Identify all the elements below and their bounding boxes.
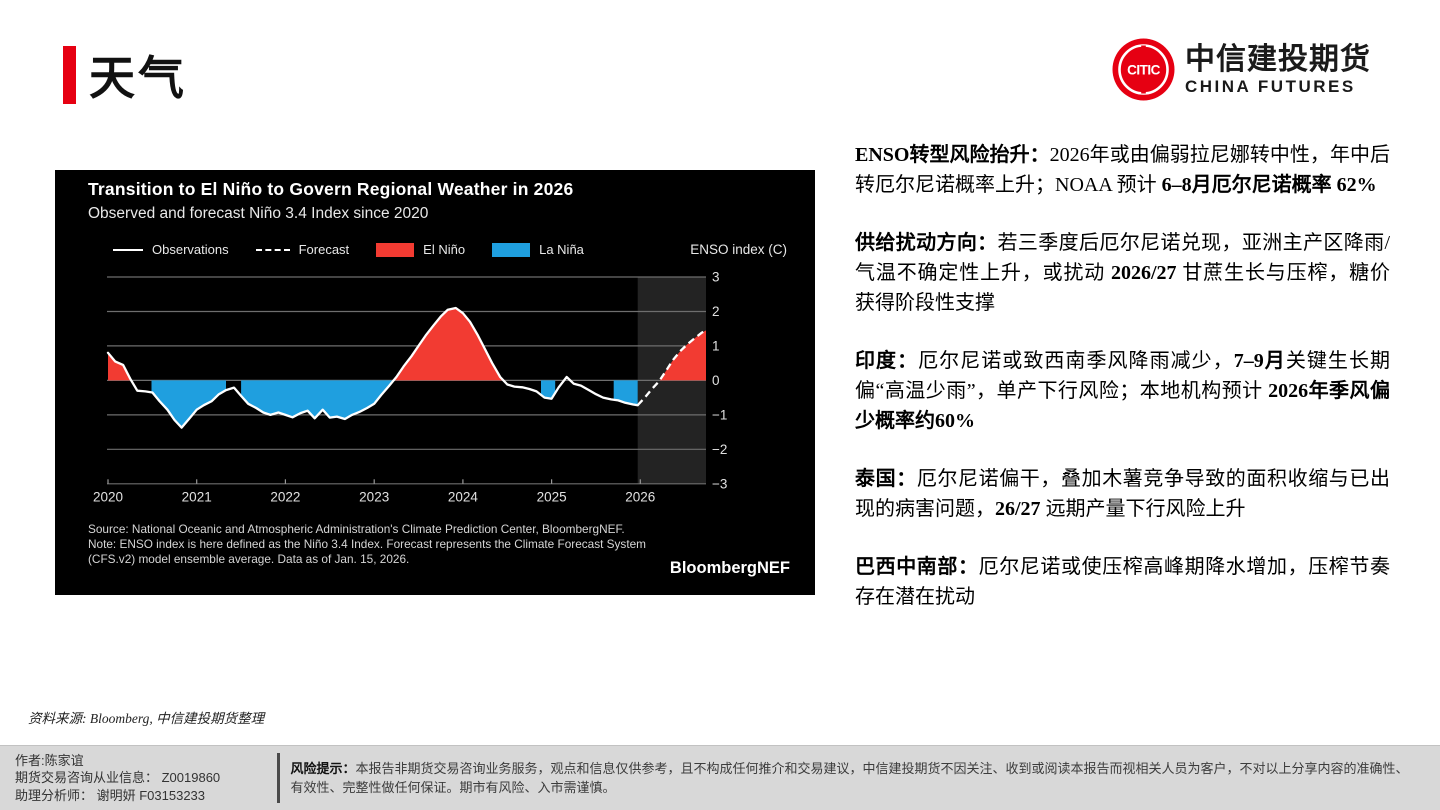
company-logo: CITIC 中信建投期货 CHINA FUTURES [1112, 38, 1371, 101]
footer-divider [277, 753, 280, 803]
svg-text:−1: −1 [712, 408, 727, 423]
chart-legend: Observations Forecast El Niño La Niña EN… [55, 242, 815, 257]
svg-text:0: 0 [712, 373, 720, 388]
y-axis-title: ENSO index (C) [690, 242, 787, 257]
la-nina-swatch-icon [492, 242, 531, 257]
chart-header: Transition to El Niño to Govern Regional… [88, 179, 573, 223]
analysis-paragraph: 巴西中南部：厄尔尼诺或使压榨高峰期降水增加，压榨节奏存在潜在扰动 [855, 556, 1391, 608]
svg-text:2020: 2020 [93, 489, 123, 504]
chart-source-line: Source: National Oceanic and Atmospheric… [88, 522, 625, 536]
legend-item-el-nino: El Niño [376, 242, 465, 257]
solid-line-swatch-icon [113, 248, 143, 251]
enso-chart-card: 2020 2021 2022 2023 2024 2025 2026 3 2 1 0 −1 −2 −3 T… [55, 170, 815, 595]
author-credential-line: 期货交易咨询从业信息： Z0019860 [15, 770, 221, 786]
legend-item-forecast: Forecast [255, 242, 350, 257]
chart-note-line: Note: ENSO index is here defined as the … [88, 537, 646, 567]
author-line: 作者:陈家谊 [15, 752, 84, 768]
chart-title: Transition to El Niño to Govern Regional… [88, 179, 574, 199]
svg-text:2021: 2021 [182, 489, 212, 504]
legend-label: Observations [152, 242, 229, 257]
chart-source-note: Source: National Oceanic and Atmospheric… [88, 522, 660, 568]
svg-text:2025: 2025 [537, 489, 567, 504]
analysis-paragraph: ENSO转型风险抬升：2026年或由偏弱拉尼娜转中性，年中后转厄尔尼诺概率上升；… [855, 144, 1391, 196]
footer-bar: 作者:陈家谊 期货交易咨询从业信息： Z0019860 助理分析师： 谢明妍 F… [0, 745, 1440, 810]
dashed-line-swatch-icon [255, 248, 290, 251]
logo-name-cn: 中信建投期货 [1185, 42, 1371, 76]
page-title: 天气 [89, 52, 187, 104]
chart-subtitle: Observed and forecast Niño 3.4 Index sin… [88, 205, 429, 222]
svg-text:2022: 2022 [270, 489, 300, 504]
logo-text: 中信建投期货 CHINA FUTURES [1185, 43, 1371, 97]
page-header: 天气 [63, 42, 187, 108]
svg-text:3: 3 [712, 270, 720, 285]
title-accent-bar [63, 46, 76, 104]
analysis-paragraph: 印度：厄尔尼诺或致西南季风降雨减少，7–9月关键生长期偏“高温少雨”，单产下行风… [855, 350, 1391, 432]
author-block: 作者:陈家谊 期货交易咨询从业信息： Z0019860 助理分析师： 谢明妍 F… [0, 752, 277, 805]
svg-text:2023: 2023 [359, 489, 389, 504]
risk-disclaimer: 风险提示：本报告非期货交易咨询业务服务，观点和信息仅供参考，且不构成任何推介和交… [291, 759, 1416, 797]
svg-text:2: 2 [712, 304, 720, 319]
legend-item-la-nina: La Niña [492, 242, 584, 257]
el-nino-swatch-icon [376, 242, 415, 257]
legend-label: Forecast [298, 242, 350, 257]
enso-plot: 2020 2021 2022 2023 2024 2025 2026 3 2 1 0 −1 −2 −3 [93, 270, 727, 505]
risk-label: 风险提示： [290, 761, 356, 776]
svg-text:2024: 2024 [448, 489, 479, 504]
analysis-paragraph: 泰国：厄尔尼诺偏干，叠加木薯竞争导致的面积收缩与已出现的病害问题，26/27 远… [855, 468, 1391, 520]
risk-text: 本报告非期货交易咨询业务服务，观点和信息仅供参考，且不构成任何推介和交易建议，中… [290, 761, 1409, 795]
svg-text:1: 1 [712, 339, 720, 354]
analysis-paragraph: 供给扰动方向：若三季度后厄尔尼诺兑现，亚洲主产区降雨/气温不确定性上升，或扰动 … [855, 232, 1391, 314]
legend-item-observations: Observations [113, 242, 229, 257]
svg-text:2026: 2026 [625, 489, 655, 504]
legend-label: La Niña [539, 242, 584, 257]
citic-logo-icon: CITIC [1112, 38, 1175, 101]
analysis-column: ENSO转型风险抬升：2026年或由偏弱拉尼娜转中性，年中后转厄尔尼诺概率上升；… [855, 140, 1390, 640]
data-source-line: 资料来源: Bloomberg, 中信建投期货整理 [28, 711, 265, 726]
logo-name-en: CHINA FUTURES [1185, 76, 1356, 96]
bloombergnef-logo: BloombergNEF [669, 559, 790, 577]
assistant-analyst-line: 助理分析师： 谢明妍 F03153233 [15, 787, 206, 803]
svg-text:−3: −3 [712, 477, 727, 492]
legend-label: El Niño [423, 242, 466, 257]
svg-text:CITIC: CITIC [1127, 63, 1160, 78]
svg-text:−2: −2 [712, 442, 727, 457]
